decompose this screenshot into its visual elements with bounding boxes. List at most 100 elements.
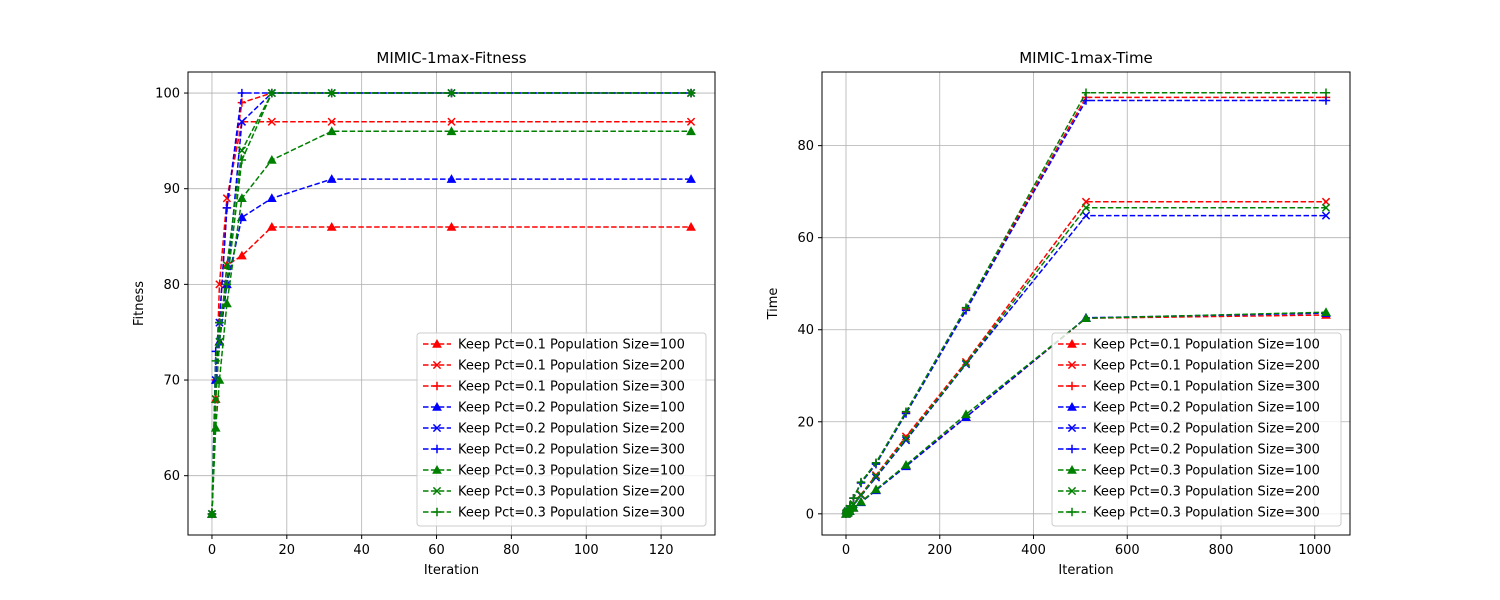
legend-label: Keep Pct=0.3 Population Size=300: [458, 506, 685, 521]
y-tick-label: 70: [163, 374, 180, 389]
data-point: [843, 505, 853, 514]
x-tick-label: 0: [842, 543, 850, 558]
data-point: [1081, 88, 1091, 97]
x-tick-label: 20: [279, 543, 296, 558]
chart-title: MIMIC-1max-Fitness: [376, 49, 526, 67]
legend-label: Keep Pct=0.2 Population Size=100: [1093, 401, 1320, 416]
legend-label: Keep Pct=0.1 Population Size=300: [458, 380, 685, 395]
legend-label: Keep Pct=0.2 Population Size=200: [1093, 422, 1320, 437]
data-point: [210, 422, 221, 432]
legend-item: Keep Pct=0.1 Population Size=200: [423, 359, 685, 374]
legend-marker: [1067, 507, 1077, 517]
legend-item: Keep Pct=0.2 Population Size=300: [423, 443, 685, 458]
data-point: [237, 155, 247, 165]
x-tick-label: 40: [353, 543, 370, 558]
data-point: [1321, 307, 1331, 317]
data-point: [686, 174, 696, 183]
data-point: [222, 298, 232, 308]
data-point: [266, 154, 277, 164]
legend: Keep Pct=0.1 Population Size=100 Keep Pct…: [416, 332, 707, 527]
x-tick-label: 400: [1021, 543, 1046, 558]
data-point: [207, 509, 217, 519]
legend-item: Keep Pct=0.3 Population Size=200: [423, 485, 685, 500]
data-point: [266, 193, 277, 203]
data-point: [856, 490, 866, 500]
legend-item: Keep Pct=0.2 Population Size=100: [423, 401, 685, 416]
legend-item: Keep Pct=0.2 Population Size=200: [423, 422, 685, 437]
x-tick-label: 600: [1115, 543, 1140, 558]
legend-marker: [432, 338, 442, 348]
data-point: [961, 409, 971, 419]
data-point: [871, 458, 881, 467]
legend-label: Keep Pct=0.3 Population Size=300: [1093, 506, 1320, 521]
legend-marker: [1067, 486, 1077, 496]
x-tick-label: 200: [927, 543, 952, 558]
plot-frame: [187, 71, 716, 536]
data-point: [1081, 211, 1091, 220]
data-point: [326, 221, 337, 231]
data-point: [1081, 96, 1091, 105]
data-point: [686, 88, 696, 98]
legend-label: Keep Pct=0.1 Population Size=100: [1093, 338, 1320, 353]
data-point: [871, 484, 881, 494]
legend-label: Keep Pct=0.1 Population Size=300: [1093, 380, 1320, 395]
legend-box: [416, 332, 707, 527]
legend-marker: [432, 401, 442, 411]
x-axis-label: Iteration: [424, 563, 479, 578]
legend-item: Keep Pct=0.1 Population Size=100: [1058, 338, 1320, 353]
data-point: [856, 496, 866, 506]
legend-label: Keep Pct=0.2 Population Size=300: [1093, 443, 1320, 458]
legend-item: Keep Pct=0.3 Population Size=300: [1058, 506, 1320, 521]
legend-label: Keep Pct=0.2 Population Size=300: [458, 443, 685, 458]
data-point: [1321, 211, 1331, 220]
x-tick-label: 120: [649, 543, 674, 558]
legend-marker: [1067, 464, 1077, 474]
data-point: [901, 407, 911, 416]
y-tick-label: 60: [163, 469, 180, 484]
legend-marker: [432, 444, 442, 454]
legend-marker: [1067, 338, 1077, 348]
x-tick-label: 0: [208, 543, 216, 558]
legend-label: Keep Pct=0.1 Population Size=200: [1093, 359, 1320, 374]
x-tick-label: 800: [1209, 543, 1234, 558]
data-point: [326, 174, 337, 183]
y-tick-label: 40: [797, 323, 814, 338]
data-point: [237, 193, 247, 203]
legend-item: Keep Pct=0.3 Population Size=300: [423, 506, 685, 521]
legend-label: Keep Pct=0.2 Population Size=100: [458, 401, 685, 416]
plot-frame: [821, 71, 1351, 536]
legend-item: Keep Pct=0.2 Population Size=100: [1058, 401, 1320, 416]
data-point: [961, 357, 971, 367]
legend-marker: [432, 381, 442, 391]
legend-marker: [1067, 381, 1077, 391]
data-point: [1081, 203, 1091, 212]
y-tick-label: 100: [155, 87, 180, 102]
x-axis-label: Iteration: [1058, 563, 1113, 578]
data-point: [237, 250, 247, 260]
data-point: [237, 88, 247, 98]
series-9: [207, 88, 696, 519]
data-point: [267, 117, 276, 126]
data-point: [871, 471, 881, 481]
legend-marker: [1067, 360, 1077, 370]
data-point: [266, 221, 277, 231]
data-point: [842, 507, 852, 516]
legend-marker: [432, 360, 442, 370]
legend-item: Keep Pct=0.2 Population Size=200: [1058, 422, 1320, 437]
series-9: [841, 88, 1331, 519]
data-point: [222, 280, 232, 289]
legend-marker: [1067, 444, 1077, 454]
data-point: [447, 117, 456, 126]
data-point: [326, 126, 337, 136]
legend-marker: [432, 464, 442, 474]
data-point: [901, 434, 911, 443]
legend-marker: [1067, 401, 1077, 411]
y-tick-label: 90: [163, 182, 180, 197]
data-point: [222, 203, 232, 213]
data-point: [215, 318, 224, 327]
x-tick-label: 1000: [1298, 543, 1331, 558]
legend-label: Keep Pct=0.3 Population Size=200: [458, 485, 685, 500]
data-point: [1321, 96, 1331, 105]
legend-label: Keep Pct=0.3 Population Size=100: [1093, 464, 1320, 479]
